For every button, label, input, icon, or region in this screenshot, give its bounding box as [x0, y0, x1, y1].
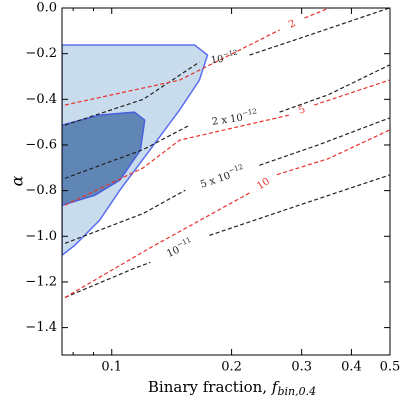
- contour-label: 2 x 10−12: [211, 107, 258, 127]
- x-tick-label: 0.1: [101, 360, 122, 375]
- axes: 0.1 0.2 0.3 0.4 0.5 0.0 −0.2 −0.4 −0.6 −0.8 −1.0 −1…: [25, 1, 400, 375]
- contour-label-text: 2: [287, 18, 297, 31]
- contour-label: 2: [287, 18, 297, 31]
- y-tick-label: −1.4: [25, 320, 57, 335]
- contour-line: [64, 174, 390, 299]
- contour-label-text: 5 x 10: [199, 170, 232, 190]
- contour-label: 10: [255, 176, 272, 192]
- contour-label-exponent: −12: [222, 49, 238, 59]
- y-tick-label: −0.6: [25, 137, 57, 152]
- contour-line: [64, 8, 390, 126]
- y-tick-label: −0.2: [25, 46, 57, 61]
- plot-area: [62, 8, 390, 299]
- x-label-text: Binary fraction,: [148, 378, 272, 396]
- y-tick-label: −1.2: [25, 274, 57, 289]
- contour-label-exponent: −12: [228, 163, 245, 175]
- x-tick-label: 0.4: [341, 360, 362, 375]
- axes-frame: [61, 7, 391, 356]
- x-tick-label: 0.5: [380, 360, 400, 375]
- contour-label: 10−12: [210, 49, 239, 66]
- contour-label-text: 10: [210, 53, 224, 66]
- y-axis-label: α: [8, 175, 27, 186]
- x-label-symbol: f: [271, 378, 280, 396]
- contour-line: [64, 64, 390, 179]
- contour-line: [64, 129, 390, 298]
- contour-label: 5 x 10−12: [198, 163, 246, 190]
- contour-label-text: 5: [297, 104, 307, 117]
- x-tick-label: 0.3: [291, 360, 312, 375]
- y-tick-label: −0.4: [25, 92, 57, 107]
- contour-label: 5: [297, 104, 307, 117]
- contour-line: [64, 117, 390, 244]
- y-tick-label: 0.0: [36, 1, 57, 16]
- contour-label-text: 2 x 10: [211, 112, 243, 127]
- contour-line: [64, 79, 390, 206]
- contour-label-text: 10: [165, 244, 181, 259]
- x-tick-label: 0.2: [221, 360, 242, 375]
- contour-label-exponent: −11: [176, 236, 193, 249]
- contour-label-text: 10: [255, 176, 272, 192]
- y-tick-label: −0.8: [25, 183, 57, 198]
- contour-label: 10−11: [164, 236, 195, 260]
- x-axis-label: Binary fraction, fbin,0.4: [148, 378, 316, 398]
- contour-label-exponent: −12: [242, 107, 258, 117]
- contour-line: [64, 8, 330, 106]
- y-tick-label: −1.0: [25, 229, 57, 244]
- x-label-subscript: bin,0.4: [277, 385, 316, 398]
